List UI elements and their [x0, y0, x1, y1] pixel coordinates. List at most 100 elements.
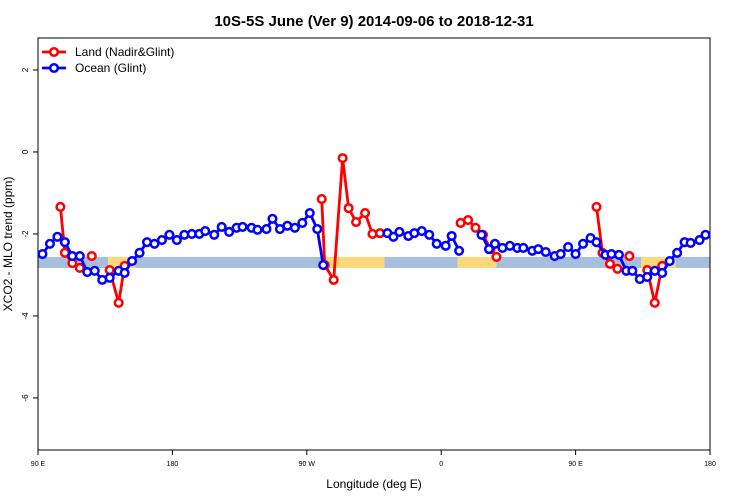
data-point	[570, 248, 581, 260]
data-point	[627, 265, 638, 276]
data-point	[578, 238, 589, 249]
x-tick-label: 90 E	[31, 461, 46, 468]
y-axis-label: XCO2 - MLO trend (ppm)	[1, 177, 15, 312]
data-point	[489, 238, 501, 249]
data-point	[359, 207, 371, 219]
data-point	[289, 222, 300, 233]
data-point	[104, 272, 115, 283]
y-tick-label: 0	[21, 149, 30, 154]
data-point	[591, 201, 602, 212]
data-point	[74, 251, 85, 262]
data-point	[337, 153, 348, 164]
data-point	[431, 238, 442, 249]
data-point	[164, 229, 175, 240]
data-point	[657, 267, 668, 278]
band-segment	[496, 256, 642, 268]
data-point	[156, 235, 167, 246]
data-point	[44, 238, 55, 249]
data-point	[37, 248, 48, 260]
band-segment	[641, 256, 676, 268]
data-point	[216, 221, 227, 233]
data-point	[664, 255, 675, 267]
band-segment	[135, 256, 322, 268]
data-point	[491, 251, 502, 262]
data-point	[55, 201, 66, 212]
data-point	[416, 226, 427, 237]
y-tick-label: -4	[21, 312, 30, 320]
plot-frame	[37, 37, 711, 451]
data-point	[424, 229, 435, 240]
band-segment	[675, 256, 710, 268]
data-point	[470, 222, 481, 233]
data-point	[316, 194, 327, 205]
data-point	[518, 242, 529, 253]
band-segment	[384, 256, 458, 268]
data-point	[463, 214, 474, 226]
x-tick-label: 0	[439, 461, 443, 468]
data-point	[440, 240, 451, 251]
x-tick-label: 180	[167, 461, 179, 468]
data-point	[200, 226, 211, 237]
data-point	[59, 237, 70, 248]
x-tick-label: 90 W	[299, 461, 316, 468]
data-point	[604, 258, 615, 269]
data-point	[343, 203, 354, 214]
data-point	[685, 237, 696, 249]
x-tick-label: 180	[704, 461, 716, 468]
data-point	[171, 235, 182, 246]
data-point	[388, 231, 399, 242]
data-point	[86, 251, 97, 262]
data-point	[642, 271, 653, 283]
data-point	[540, 246, 551, 258]
data-point	[612, 263, 623, 274]
data-point	[446, 230, 457, 242]
data-point	[237, 221, 248, 233]
data-point	[483, 244, 495, 255]
legend-marker	[48, 62, 60, 74]
data-point	[476, 229, 487, 240]
data-point	[304, 207, 315, 219]
data-point	[209, 229, 220, 240]
data-point	[591, 237, 602, 248]
data-point	[318, 260, 329, 271]
legend-marker	[48, 46, 60, 58]
data-point	[394, 226, 405, 237]
data-point	[672, 247, 683, 258]
data-point	[624, 251, 635, 262]
x-axis-label: Longitude (deg E)	[326, 477, 421, 491]
data-point	[134, 247, 145, 258]
y-tick-label: -6	[21, 394, 30, 402]
data-point	[224, 226, 235, 237]
band-segment	[321, 256, 385, 268]
data-point	[52, 231, 63, 242]
data-point	[252, 224, 263, 235]
data-point	[312, 223, 323, 235]
data-point	[555, 248, 566, 260]
band-segment	[457, 256, 497, 268]
data-point	[694, 235, 705, 246]
data-point	[454, 245, 465, 256]
data-point	[89, 265, 100, 276]
data-point	[613, 249, 624, 260]
data-point	[328, 274, 339, 285]
legend-label: Ocean (Glint)	[75, 61, 146, 75]
data-point	[113, 297, 124, 308]
data-point	[267, 213, 278, 224]
data-point	[104, 264, 115, 276]
x-tick-label: 90 E	[568, 461, 583, 468]
data-point	[649, 297, 660, 308]
data-point	[127, 255, 138, 267]
data-point	[74, 262, 85, 274]
y-tick-label: 2	[21, 67, 30, 72]
data-point	[700, 229, 711, 240]
data-point	[119, 267, 130, 278]
data-point	[563, 242, 574, 253]
chart-title: 10S-5S June (Ver 9) 2014-09-06 to 2018-1…	[214, 13, 533, 30]
data-point	[261, 223, 272, 235]
y-tick-label: -2	[21, 230, 30, 238]
data-point	[149, 238, 160, 249]
data-point	[351, 217, 362, 228]
data-point	[297, 217, 308, 228]
legend-label: Land (Nadir&Glint)	[75, 45, 174, 59]
